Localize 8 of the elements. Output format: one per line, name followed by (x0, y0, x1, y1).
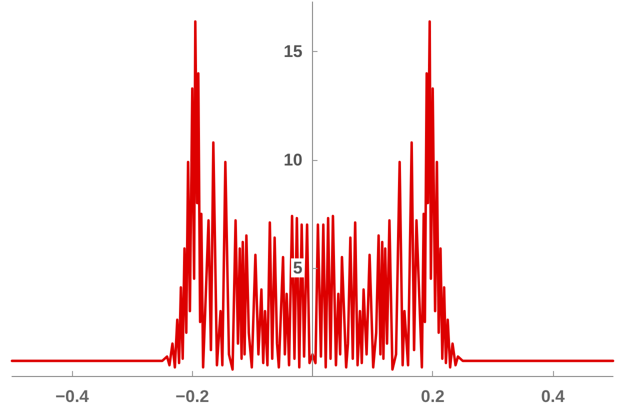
x-tick-label: 0.2 (420, 387, 445, 406)
line-series (10, 20, 614, 371)
x-tick-label: 0.4 (541, 387, 566, 406)
y-tick-label: 5 (293, 258, 302, 278)
x-tick-label: −0.2 (176, 387, 210, 406)
y-tick-label: 10 (284, 150, 302, 170)
y-tick-label: 15 (284, 42, 302, 62)
x-tick-label: −0.4 (55, 387, 90, 406)
